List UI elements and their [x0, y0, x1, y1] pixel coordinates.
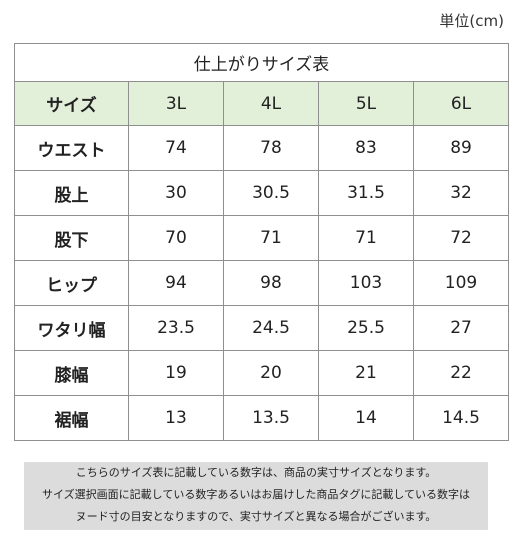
table-cell: 30: [128, 170, 224, 216]
table-cell: 13: [128, 395, 224, 441]
table-cell: 23.5: [128, 305, 224, 351]
table-cell: 24.5: [223, 305, 319, 351]
table-row-thigh-width: ワタリ幅 23.5 24.5 25.5 27: [14, 305, 510, 351]
table-cell: 30.5: [223, 170, 319, 216]
table-cell: 78: [223, 125, 319, 171]
table-cell: 31.5: [318, 170, 414, 216]
row-label: ヒップ: [14, 260, 129, 306]
size-table: 仕上がりサイズ表 サイズ 3L 4L 5L 6L ウエスト 74 78 83 8…: [13, 43, 510, 441]
table-cell: 103: [318, 260, 414, 306]
header-4l: 4L: [223, 81, 319, 126]
table-cell: 74: [128, 125, 224, 171]
table-row-inseam: 股下 70 71 71 72: [14, 215, 510, 261]
table-cell: 21: [318, 350, 414, 396]
table-cell: 25.5: [318, 305, 414, 351]
table-cell: 14.5: [412, 395, 510, 441]
table-cell: 13.5: [223, 395, 319, 441]
header-size-label: サイズ: [14, 81, 129, 126]
unit-label: 単位(cm): [439, 12, 504, 30]
table-cell: 27: [412, 305, 510, 351]
note-line: サイズ選択画面に記載している数字あるいはお届けした商品タグに記載している数字は: [41, 488, 470, 501]
table-cell: 70: [128, 215, 224, 261]
row-label: 股下: [14, 215, 129, 261]
row-label: ワタリ幅: [14, 305, 129, 351]
table-cell: 22: [412, 350, 510, 396]
table-cell: 71: [223, 215, 319, 261]
row-label: 裾幅: [14, 395, 129, 441]
table-cell: 89: [412, 125, 510, 171]
table-row-knee-width: 膝幅 19 20 21 22: [14, 350, 510, 396]
table-cell: 94: [128, 260, 224, 306]
row-label: ウエスト: [14, 125, 129, 171]
table-header-row: サイズ 3L 4L 5L 6L: [14, 81, 510, 126]
table-cell: 83: [318, 125, 414, 171]
row-label: 膝幅: [14, 350, 129, 396]
note-line: ヌード寸の目安となりますので、実寸サイズと異なる場合がございます。: [75, 510, 437, 523]
table-row-hip: ヒップ 94 98 103 109: [14, 260, 510, 306]
table-title-row: 仕上がりサイズ表: [13, 43, 510, 82]
table-cell: 109: [412, 260, 510, 306]
note-line: こちらのサイズ表に記載している数字は、商品の実寸サイズとなります。: [75, 466, 437, 479]
table-cell: 32: [412, 170, 510, 216]
header-6l: 6L: [412, 81, 510, 126]
table-cell: 14: [318, 395, 414, 441]
header-3l: 3L: [128, 81, 224, 126]
table-title: 仕上がりサイズ表: [13, 43, 510, 82]
table-row-hem-width: 裾幅 13 13.5 14 14.5: [14, 395, 510, 441]
note-box: こちらのサイズ表に記載している数字は、商品の実寸サイズとなります。 サイズ選択画…: [24, 462, 488, 530]
row-label: 股上: [14, 170, 129, 216]
table-cell: 71: [318, 215, 414, 261]
table-cell: 19: [128, 350, 224, 396]
table-cell: 72: [412, 215, 510, 261]
table-cell: 98: [223, 260, 319, 306]
header-5l: 5L: [318, 81, 414, 126]
table-row-rise: 股上 30 30.5 31.5 32: [14, 170, 510, 216]
table-row-waist: ウエスト 74 78 83 89: [14, 125, 510, 171]
table-cell: 20: [223, 350, 319, 396]
